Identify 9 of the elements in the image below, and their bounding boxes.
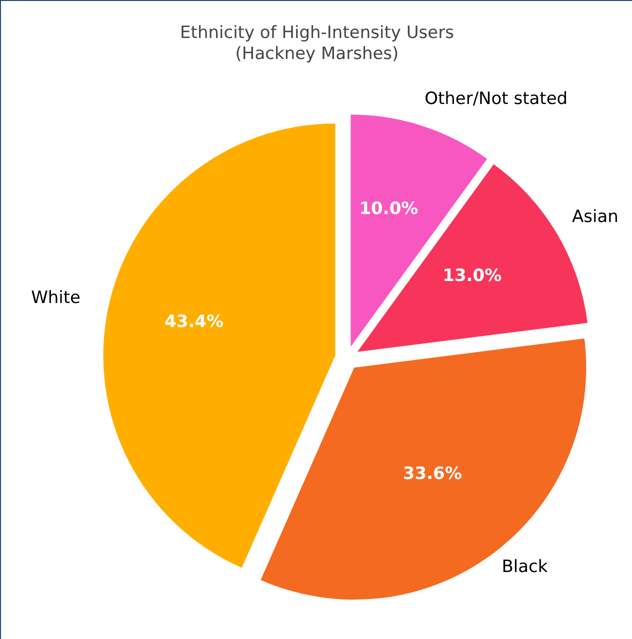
slice-label: Black — [502, 557, 548, 578]
data-label: 33.6% — [402, 464, 462, 484]
data-label: 10.0% — [359, 199, 418, 220]
data-label: 43.4% — [164, 312, 224, 332]
chart-title: Ethnicity of High-Intensity Users (Hackney Marshes) — [179, 23, 455, 65]
slice-label: White — [31, 288, 81, 308]
slice-label: Asian — [572, 206, 618, 227]
slice-label: Other/Not stated — [424, 88, 568, 109]
data-label: 13.0% — [442, 266, 502, 286]
